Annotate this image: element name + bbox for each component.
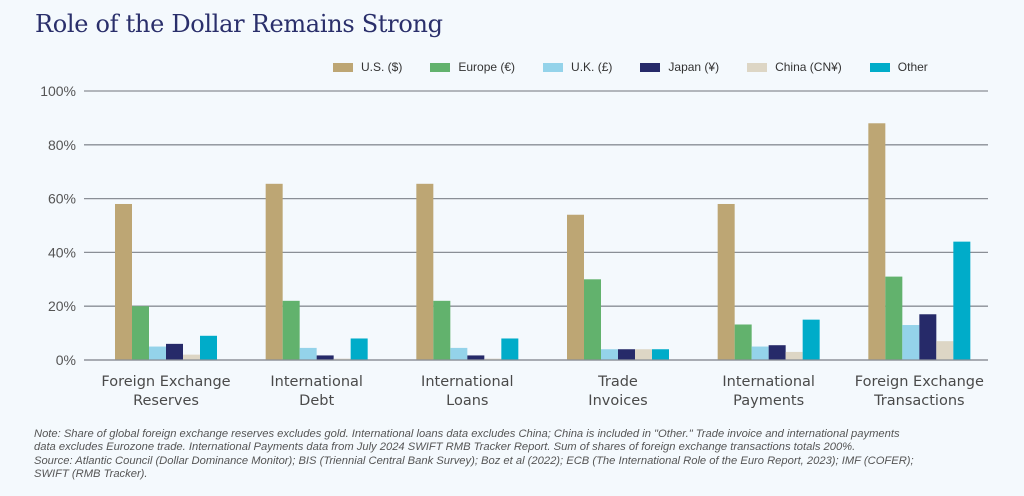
y-tick-label: 40% [48,244,76,260]
y-tick-label: 80% [48,137,76,153]
x-tick-label: Transactions [873,393,965,409]
legend-label-china: China (CN¥) [775,60,842,74]
bar [936,341,954,360]
legend-item-japan: Japan (¥) [640,60,719,74]
bar [717,203,735,360]
bar [416,183,434,360]
x-tick-label: Foreign Exchange [101,374,230,390]
note-line: Note: Share of global foreign exchange r… [34,428,900,440]
bar [433,300,451,360]
legend-item-china: China (CN¥) [747,60,842,74]
legend-swatch-china [747,62,768,72]
bar [183,354,200,360]
chart-title: Role of the Dollar Remains Strong [35,10,443,38]
bar [785,351,803,360]
y-tick-label: 20% [48,298,76,314]
bar [501,338,519,360]
note-line: Source: Atlantic Council (Dollar Dominan… [34,454,914,467]
x-tick-label: Reserves [133,393,199,409]
legend-label-us: U.S. ($) [361,60,403,74]
y-tick-label: 100% [40,83,76,99]
legend-label-europe: Europe (€) [458,60,516,74]
legend-label-other: Other [897,60,928,74]
x-tick-label: Payments [733,393,804,409]
bar [802,319,820,360]
bar [584,279,601,360]
legend-swatch-uk [543,62,564,72]
bar [200,335,217,360]
bar [768,345,786,360]
bar [333,358,351,360]
bar [868,123,886,360]
legend-swatch-europe [430,62,451,72]
x-tick-label: Invoices [588,393,647,409]
x-tick-label: Loans [446,393,488,409]
note-line: data excludes Eurozone trade. Internatio… [34,441,856,454]
bar [299,347,317,360]
legend-label-uk: U.K. (£) [571,60,613,74]
bar [350,338,368,360]
bar [734,324,752,360]
note-line: SWIFT (RMB Tracker). [34,468,148,481]
bar [115,203,132,360]
legend-item-uk: U.K. (£) [543,60,612,74]
bar [265,183,283,360]
bar [919,314,937,360]
legend-label-japan: Japan (¥) [668,60,720,74]
bar-chart: 0% 20% 40% 60% 80% 100% Foreign Exchange Reserv… [40,83,988,409]
x-tick-label: International [270,374,363,390]
x-tick-label: Debt [299,393,334,409]
legend-item-us: U.S. ($) [333,60,402,74]
bar [316,355,334,360]
x-tick-label: Foreign Exchange [855,374,984,390]
y-tick-label: 60% [48,191,76,207]
legend-item-other: Other [869,60,928,74]
legend-item-europe: Europe (€) [430,60,515,74]
bar [450,347,468,360]
bar [618,349,635,360]
bar [166,343,183,360]
bar [635,349,652,360]
x-tick-label: Trade [597,374,638,390]
bar [149,346,166,360]
chart-note: Note: Share of global foreign exchange r… [34,428,994,482]
bar [467,355,485,360]
bar [132,306,149,360]
bar [282,300,300,360]
x-tick-label: International [421,374,514,390]
legend-swatch-japan [640,62,661,72]
bar [652,349,669,360]
bar [885,276,903,360]
bar [902,325,920,360]
bar [484,358,502,360]
legend: U.S. ($) Europe (€) U.K. (£) Japan (¥) C… [333,60,956,74]
legend-swatch-us [333,62,353,72]
bar [567,214,584,360]
bar [953,241,971,360]
bar [751,346,769,360]
y-tick-label: 0% [56,352,76,368]
bar [601,349,618,360]
legend-swatch-other [869,62,890,72]
x-tick-label: International [722,374,815,390]
